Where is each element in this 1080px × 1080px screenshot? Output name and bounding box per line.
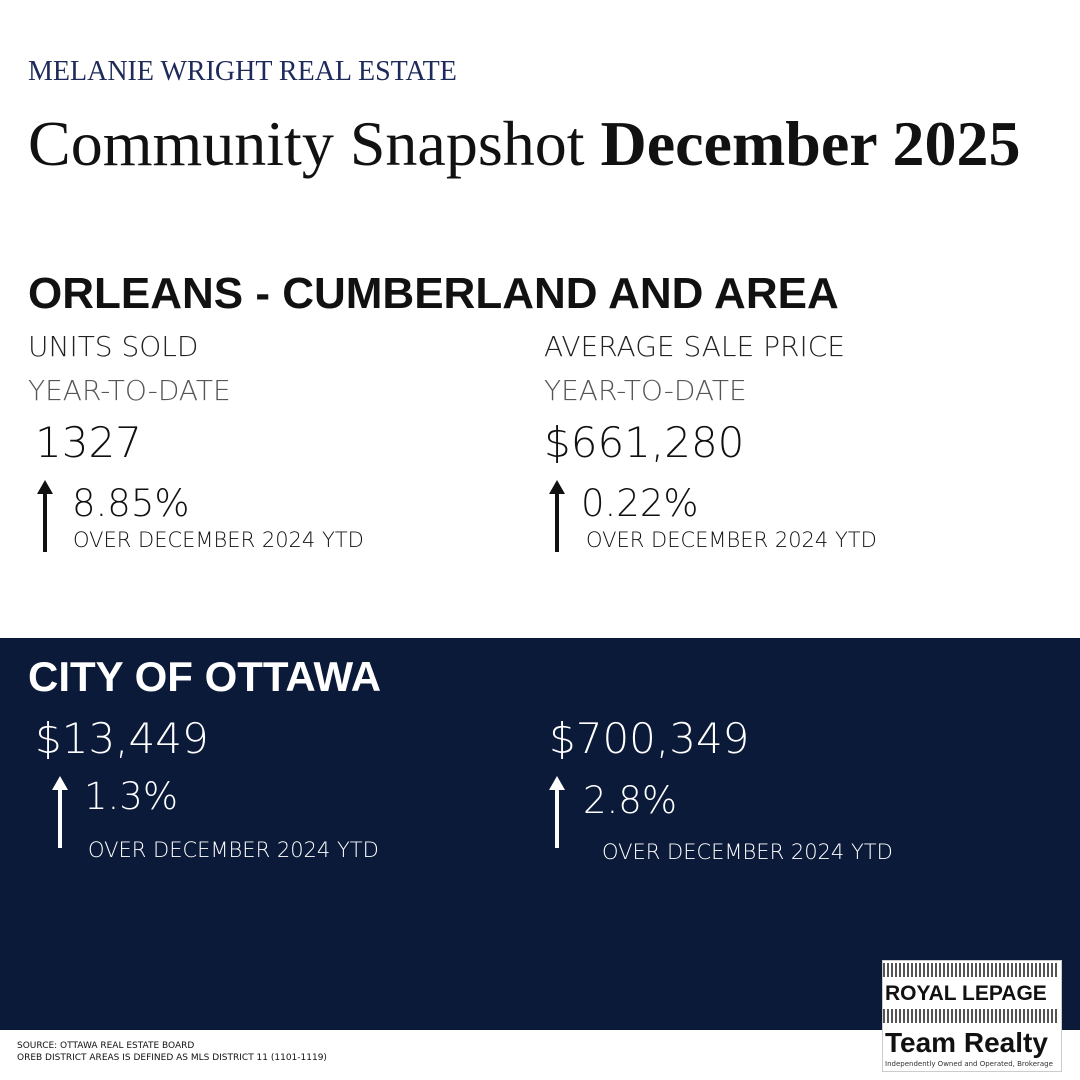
- logo-team: Team Realty: [885, 1027, 1048, 1058]
- up-arrow: [549, 480, 565, 552]
- title-bold: December 2025: [600, 108, 1021, 179]
- stat-label: AVERAGE SALE PRICE: [544, 330, 845, 363]
- logo-tagline: Independently Owned and Operated, Broker…: [885, 1060, 1053, 1068]
- source: SOURCE: OTTAWA REAL ESTATE BOARD: [17, 1041, 195, 1051]
- city-title: CITY OF OTTAWA: [28, 653, 382, 700]
- title: Community Snapshot December 2025: [28, 112, 1021, 176]
- definition: OREB DISTRICT AREAS IS DEFINED AS MLS DI…: [17, 1053, 327, 1063]
- stat-note: OVER DECEMBER 2024 YTD: [602, 840, 893, 864]
- stat-note: OVER DECEMBER 2024 YTD: [586, 528, 877, 552]
- logo-stripes: [883, 963, 1059, 977]
- stat-note: OVER DECEMBER 2024 YTD: [73, 528, 364, 552]
- stat-label: UNITS SOLD: [28, 330, 199, 363]
- stat-change: 8.85%: [72, 482, 190, 525]
- stat-sublabel: YEAR-TO-DATE: [28, 374, 231, 407]
- logo-brand: ROYAL LEPAGE: [885, 982, 1047, 1005]
- stat-change: 1.3%: [84, 775, 178, 818]
- stat-value: 1327: [35, 418, 142, 467]
- stat-change: 0.22%: [581, 482, 699, 525]
- stat-value: $700,349: [549, 714, 750, 763]
- logo: ROYAL LEPAGE Team Realty Independently O…: [882, 960, 1062, 1072]
- stat-value: $13,449: [35, 714, 209, 763]
- up-arrow: [52, 776, 68, 848]
- stat-note: OVER DECEMBER 2024 YTD: [88, 838, 379, 862]
- city-band: CITY OF OTTAWA $13,449 1.3% OVER DECEMBE…: [0, 638, 1080, 1030]
- title-regular: Community Snapshot: [28, 108, 585, 179]
- brand: MELANIE WRIGHT REAL ESTATE: [28, 56, 457, 87]
- stat-change: 2.8%: [583, 779, 677, 822]
- up-arrow: [37, 480, 53, 552]
- up-arrow: [549, 776, 565, 848]
- area-title: ORLEANS - CUMBERLAND AND AREA: [28, 269, 839, 318]
- stat-sublabel: YEAR-TO-DATE: [544, 374, 747, 407]
- logo-stripes: [883, 1009, 1059, 1023]
- stat-value: $661,280: [544, 418, 745, 467]
